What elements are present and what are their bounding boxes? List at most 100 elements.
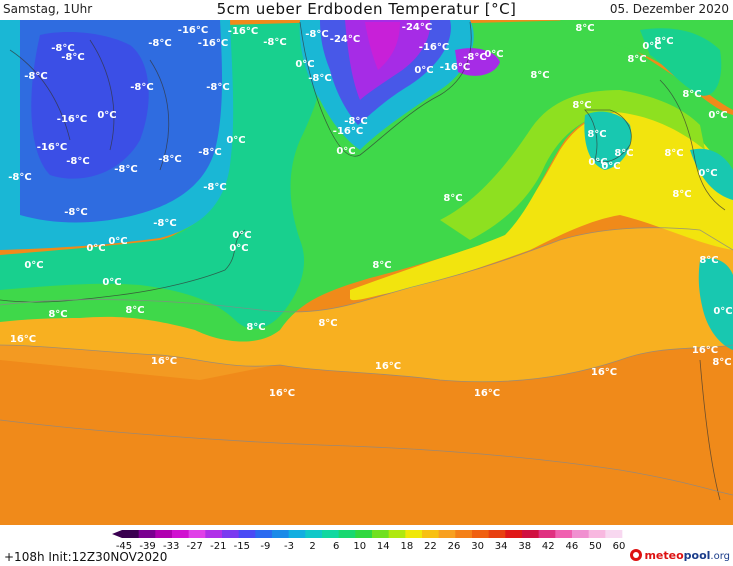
temperature-label: 8°C — [664, 148, 683, 159]
temperature-label: 0°C — [708, 110, 727, 121]
scale-tick-label: 34 — [495, 541, 508, 549]
temperature-label: -16°C — [333, 126, 363, 137]
scale-tick-label: -3 — [284, 541, 294, 549]
scale-tick-label: 38 — [518, 541, 531, 549]
temperature-label: -16°C — [37, 142, 67, 153]
temperature-label: 0°C — [226, 135, 245, 146]
cold-darkblue-field — [31, 32, 149, 179]
temperature-label: -8°C — [463, 52, 486, 63]
scale-swatch — [388, 530, 406, 538]
scale-tick-label: 26 — [448, 541, 461, 549]
scale-tick-label: 14 — [377, 541, 390, 549]
temperature-label: -8°C — [158, 154, 181, 165]
scale-tick-label: 22 — [424, 541, 437, 549]
temperature-label: -8°C — [344, 116, 367, 127]
color-scale: -45 -39 -33 -27 -21 -15 -9 -3 2 6 10 14 18 22 26 30 34 38… — [112, 530, 626, 549]
scale-tick-label: -21 — [210, 541, 226, 549]
temperature-label: 0°C — [414, 65, 433, 76]
temperature-label: 0°C — [336, 146, 355, 157]
scale-tick-label: -27 — [187, 541, 203, 549]
temperature-label: 0°C — [484, 49, 503, 60]
scale-swatch — [338, 530, 356, 538]
temperature-label: -16°C — [178, 25, 208, 36]
temperature-label: -8°C — [308, 73, 331, 84]
scale-tick-label: 46 — [565, 541, 578, 549]
temperature-label: 8°C — [318, 318, 337, 329]
temperature-label: -8°C — [64, 207, 87, 218]
temperature-label: 8°C — [372, 260, 391, 271]
valid-time: Samstag, 1Uhr — [3, 2, 93, 16]
temperature-label: 8°C — [587, 129, 606, 140]
temperature-label: -8°C — [66, 156, 89, 167]
scale-swatch — [238, 530, 256, 538]
land-lightgreen-field — [440, 90, 705, 240]
temperature-label: -16°C — [440, 62, 470, 73]
temperature-label: 0°C — [108, 236, 127, 247]
scale-swatch — [472, 530, 489, 538]
scale-swatch — [522, 530, 539, 538]
temperature-label: 8°C — [699, 255, 718, 266]
temperature-label: -24°C — [402, 22, 432, 33]
temperature-label: -8°C — [203, 182, 226, 193]
scale-tick-label: 10 — [353, 541, 366, 549]
temperature-label: -8°C — [114, 164, 137, 175]
scale-swatch — [572, 530, 589, 538]
scale-tick-label: 42 — [542, 541, 555, 549]
isotherm-lines — [0, 227, 733, 496]
scale-tick-label: 6 — [333, 541, 339, 549]
temperature-label: 16°C — [591, 367, 617, 378]
temperature-label: 8°C — [530, 70, 549, 81]
scale-swatch — [455, 530, 473, 538]
scale-swatch — [305, 530, 323, 538]
temperature-label: 8°C — [48, 309, 67, 320]
scale-swatch — [272, 530, 289, 538]
temperature-label: 8°C — [125, 305, 144, 316]
temperature-label: 8°C — [682, 89, 701, 100]
meteopool-logo-icon — [630, 549, 643, 561]
temperature-map: -16°C -16°C-16°C -8°C-8°C -24°C-24°C-16°C-8… — [0, 20, 733, 525]
temperature-label: 16°C — [474, 388, 500, 399]
scale-arrow-left — [112, 530, 122, 538]
temperature-label: -8°C — [153, 218, 176, 229]
scale-tick-label: 60 — [613, 541, 626, 549]
run-info: +108h Init:12Z30NOV2020 — [4, 550, 168, 564]
meteopool-logo[interactable]: meteopool.org — [630, 549, 730, 563]
temperature-label: 16°C — [269, 388, 295, 399]
scale-swatch — [422, 530, 439, 538]
scale-tick-label: 30 — [471, 541, 484, 549]
temperature-label: -8°C — [24, 71, 47, 82]
temperature-label: 8°C — [627, 54, 646, 65]
scale-tick-label: 18 — [400, 541, 413, 549]
temperature-label: 8°C — [572, 100, 591, 111]
scale-swatch — [205, 530, 223, 538]
temperature-label: 0°C — [295, 59, 314, 70]
scale-swatch — [355, 530, 373, 538]
temperature-label: 0°C — [601, 161, 620, 172]
temperature-label: -16°C — [228, 26, 258, 37]
scale-swatch — [288, 530, 306, 538]
scale-swatch — [138, 530, 156, 538]
scale-tick-label: 2 — [309, 541, 315, 549]
temperature-label: -8°C — [263, 37, 286, 48]
scale-swatch — [405, 530, 423, 538]
temperature-label: -8°C — [8, 172, 31, 183]
temperature-label: 16°C — [151, 356, 177, 367]
scale-swatch — [505, 530, 523, 538]
temperature-label: 8°C — [443, 193, 462, 204]
valid-date: 05. Dezember 2020 — [609, 2, 729, 16]
temperature-label: -16°C — [57, 114, 87, 125]
scale-swatch — [538, 530, 556, 538]
scale-tick-label: -15 — [234, 541, 250, 549]
east-teal-field — [698, 258, 733, 350]
scale-swatch — [122, 530, 139, 538]
scale-swatch — [155, 530, 173, 538]
land-orange-field — [0, 227, 733, 382]
scale-tick-label: 50 — [589, 541, 602, 549]
temperature-label: -8°C — [206, 82, 229, 93]
scale-swatch — [605, 530, 623, 538]
temperature-label: 16°C — [10, 334, 36, 345]
temperature-label: 0°C — [698, 168, 717, 179]
scale-tick-label: -33 — [163, 541, 179, 549]
temperature-label: 0°C — [97, 110, 116, 121]
temperature-label: 0°C — [86, 243, 105, 254]
